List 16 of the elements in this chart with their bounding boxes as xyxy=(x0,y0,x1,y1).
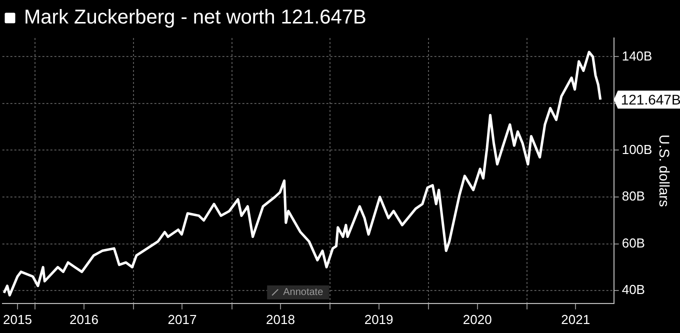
x-tick-label: 2021 xyxy=(561,312,590,327)
annotation: 121.647B xyxy=(620,91,680,108)
y-tick-label: 100B xyxy=(622,142,652,157)
x-tick-label: 2020 xyxy=(462,312,492,327)
x-tick-label: 2016 xyxy=(70,312,98,327)
legend-label: Mark Zuckerberg - net worth 121.647B xyxy=(24,6,366,29)
y-tick-label: 140B xyxy=(622,48,652,64)
x-tick-label: 2015 xyxy=(3,312,32,327)
x-tick-label: 2017 xyxy=(168,312,197,327)
x-tick-label: 2018 xyxy=(266,312,295,327)
y-axis-title: U.S. dollars xyxy=(656,134,673,207)
annotation: Annotate xyxy=(283,287,324,298)
y-tick-label: 80B xyxy=(622,188,645,204)
x-tick-label: 2019 xyxy=(364,312,394,327)
y-tick-label: 40B xyxy=(622,282,645,298)
y-tick-label: 60B xyxy=(622,235,645,250)
